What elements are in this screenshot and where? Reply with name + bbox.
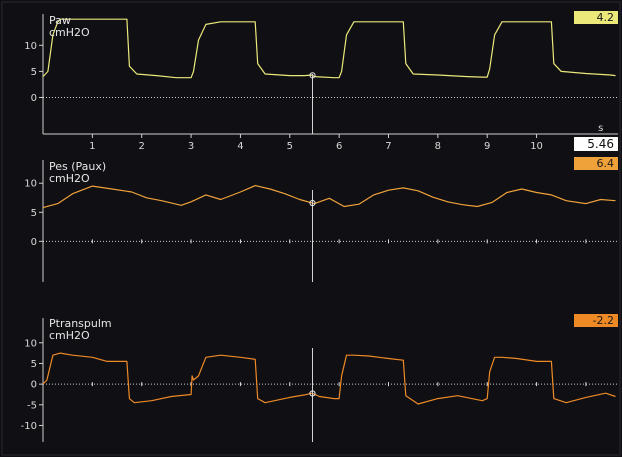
y-tick-label: 5 (31, 208, 37, 219)
pes-unit: cmH2O (49, 172, 90, 185)
y-tick-label: 5 (31, 67, 37, 78)
y-tick-label: 10 (24, 338, 37, 349)
ptranspulm-label: Ptranspulm cmH2O (49, 318, 112, 342)
paw-label: Paw cmH2O (49, 15, 90, 39)
paw-value-badge: 4.2 (574, 11, 618, 24)
x-tick-label: 3 (188, 141, 194, 152)
ptranspulm-name: Ptranspulm (49, 317, 112, 330)
cursor-time-readout: 5.46 (574, 137, 618, 151)
pes-value-badge: 6.4 (574, 157, 618, 170)
x-tick-label: 8 (435, 141, 441, 152)
x-tick-label: 2 (139, 141, 145, 152)
waveform-trace (42, 185, 616, 209)
y-tick-label: 5 (31, 359, 37, 370)
y-tick-label: -10 (21, 421, 37, 432)
y-tick-label: 0 (31, 93, 37, 104)
paw-name: Paw (49, 14, 71, 27)
waveform-trace (42, 18, 616, 79)
pes-label: Pes (Paux) cmH2O (49, 161, 106, 185)
x-tick-label: 4 (237, 141, 243, 152)
ptranspulm-unit: cmH2O (49, 329, 90, 342)
x-tick-label: 9 (484, 141, 490, 152)
x-tick-label: 7 (385, 141, 391, 152)
x-axis-unit: s (598, 123, 603, 134)
x-tick-label: 6 (336, 141, 342, 152)
ptranspulm-value-badge: -2.2 (574, 314, 618, 327)
x-tick-label: 10 (530, 141, 543, 152)
y-tick-label: -5 (27, 400, 37, 411)
cursor-marker (309, 390, 316, 397)
y-tick-label: 10 (24, 179, 37, 190)
x-tick-label: 5 (287, 141, 293, 152)
waveform-trace (42, 352, 616, 405)
y-tick-label: 10 (24, 41, 37, 52)
pes-name: Pes (Paux) (49, 160, 107, 173)
x-tick-label: 1 (89, 141, 95, 152)
y-tick-label: 0 (31, 237, 37, 248)
cursor-marker (309, 199, 316, 207)
y-tick-label: 0 (31, 380, 37, 391)
paw-unit: cmH2O (49, 26, 90, 39)
cursor-marker (309, 72, 316, 79)
